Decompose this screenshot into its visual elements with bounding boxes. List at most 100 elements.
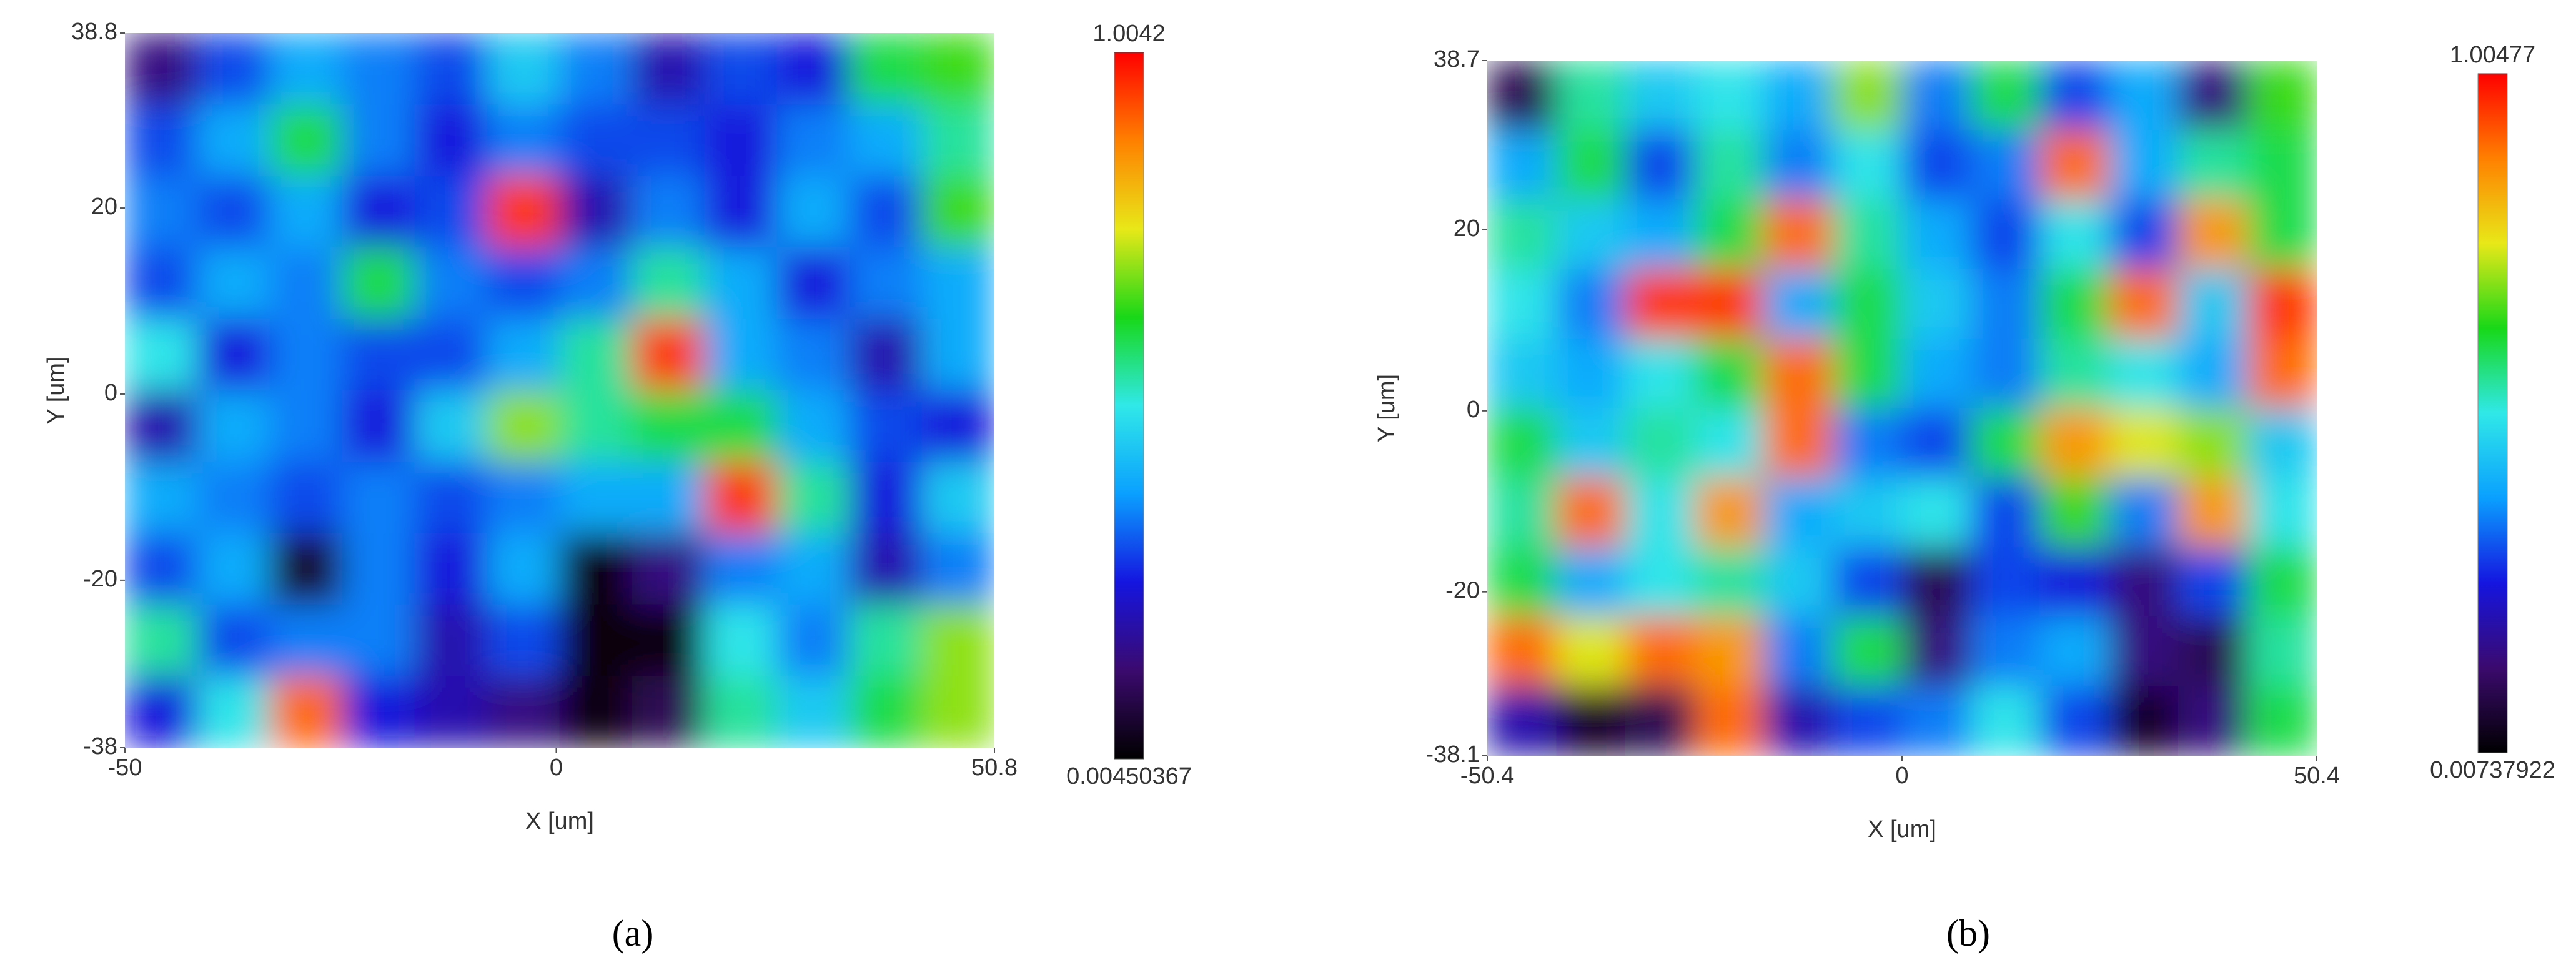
heatmap-cell	[342, 319, 415, 391]
heatmap-cell	[1763, 129, 1833, 200]
heatmap-cell	[1763, 408, 1833, 478]
heatmap	[1487, 61, 2317, 756]
heatmap-cell	[632, 33, 705, 105]
heatmap-cell	[1487, 686, 1557, 756]
heatmap-cell	[414, 319, 488, 391]
heatmap-cell	[2039, 477, 2110, 548]
heatmap-cell	[776, 533, 850, 605]
heatmap-cell	[1556, 269, 1626, 339]
heatmap-cell	[269, 247, 343, 320]
heatmap-cell	[559, 676, 633, 748]
heatmap-cell	[2178, 547, 2248, 617]
heatmap-cell	[1763, 269, 1833, 339]
heatmap-cell	[269, 104, 343, 177]
heatmap-cell	[1763, 616, 1833, 687]
heatmap-cell	[1556, 129, 1626, 200]
heatmap-cell	[414, 104, 488, 177]
heatmap-cell	[1694, 616, 1765, 687]
heatmap-cell	[1832, 199, 1903, 270]
heatmap-cell	[1556, 616, 1626, 687]
heatmap-cell	[776, 390, 850, 462]
heatmap-cell	[1625, 199, 1695, 270]
heatmap-cell	[2109, 477, 2179, 548]
heatmap-cell	[1901, 547, 1972, 617]
heatmap-cell	[1901, 338, 1972, 408]
heatmap-cell	[414, 604, 488, 677]
heatmap-cell	[776, 247, 850, 320]
colorbar	[1114, 52, 1144, 760]
y-tick-label: 0	[1467, 397, 1480, 423]
heatmap-cell	[2247, 408, 2317, 478]
colorbar-label: 0.00737922	[2430, 757, 2555, 783]
colorbar-label: 1.0042	[1092, 21, 1165, 47]
heatmap-cell	[1694, 686, 1765, 756]
colorbar-label: 1.00477	[2450, 42, 2535, 68]
heatmap-cell	[2039, 616, 2110, 687]
heatmap-cell	[1971, 477, 2041, 548]
heatmap-cell	[849, 33, 923, 105]
heatmap-cell	[559, 390, 633, 462]
heatmap-cell	[197, 176, 270, 248]
colorbar-label: 0.00450367	[1066, 763, 1192, 789]
heatmap-cell	[269, 390, 343, 462]
heatmap-cell	[2109, 547, 2179, 617]
heatmap-cell	[197, 319, 270, 391]
heatmap-cell	[414, 176, 488, 248]
y-tick-label: -38	[83, 733, 117, 760]
heatmap-cell	[849, 247, 923, 320]
heatmap-cell	[2247, 61, 2317, 131]
heatmap-cell	[1625, 477, 1695, 548]
heatmap-cell	[1832, 269, 1903, 339]
heatmap-cell	[849, 390, 923, 462]
heatmap-cell	[269, 461, 343, 534]
heatmap-cell	[1487, 477, 1557, 548]
x-tick-label: 0	[550, 755, 563, 781]
heatmap-cell	[1625, 547, 1695, 617]
heatmap-cell	[1971, 129, 2041, 200]
heatmap-cell	[1763, 61, 1833, 131]
heatmap-cell	[1832, 686, 1903, 756]
heatmap-cell	[1832, 338, 1903, 408]
heatmap-cell	[704, 319, 778, 391]
heatmap-cells	[1487, 61, 2317, 756]
heatmap-cell	[1901, 616, 1972, 687]
heatmap-cell	[1694, 129, 1765, 200]
heatmap-cell	[487, 604, 560, 677]
heatmap-cell	[1625, 61, 1695, 131]
heatmap-cell	[849, 676, 923, 748]
heatmap-cell	[849, 533, 923, 605]
heatmap-cell	[1832, 129, 1903, 200]
y-tick-label: 20	[1454, 215, 1480, 242]
heatmap-cell	[125, 533, 198, 605]
heatmap-cell	[2178, 199, 2248, 270]
heatmap-cells	[125, 33, 994, 748]
heatmap-cell	[632, 676, 705, 748]
heatmap-cell	[632, 461, 705, 534]
heatmap-cell	[1971, 338, 2041, 408]
heatmap-cell	[1971, 408, 2041, 478]
heatmap-cell	[921, 390, 994, 462]
heatmap-cell	[2039, 686, 2110, 756]
heatmap-cell	[1487, 199, 1557, 270]
heatmap-cell	[1832, 547, 1903, 617]
heatmap-cell	[1625, 269, 1695, 339]
heatmap-cell	[1694, 547, 1765, 617]
heatmap-cell	[921, 604, 994, 677]
heatmap-cell	[704, 676, 778, 748]
y-tick-label: -38.1	[1425, 741, 1480, 768]
heatmap-cell	[2178, 61, 2248, 131]
heatmap-cell	[1625, 686, 1695, 756]
heatmap-cell	[632, 104, 705, 177]
heatmap-cell	[2247, 547, 2317, 617]
heatmap-cell	[487, 533, 560, 605]
heatmap-cell	[197, 390, 270, 462]
heatmap-cell	[1556, 338, 1626, 408]
heatmap-cell	[559, 604, 633, 677]
heatmap-cell	[1487, 269, 1557, 339]
heatmap-cell	[2109, 338, 2179, 408]
colorbar	[2477, 73, 2508, 753]
heatmap-cell	[269, 533, 343, 605]
heatmap-cell	[1556, 61, 1626, 131]
heatmap-cell	[125, 33, 198, 105]
